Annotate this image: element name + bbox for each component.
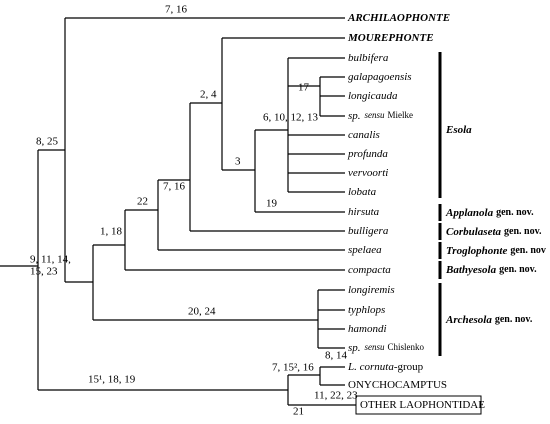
leaf-label: compacta	[348, 264, 391, 276]
author: Chislenko	[388, 342, 425, 352]
genus-name: Corbulaseta	[446, 226, 502, 238]
taxon-name: MOUREPHONTE	[347, 32, 434, 44]
leaf-label: canalis	[348, 129, 380, 141]
node-label: 21	[293, 406, 304, 418]
node-label: 7, 16	[165, 4, 188, 16]
node-label: 6, 10, 12, 13	[263, 112, 319, 124]
leaf-label: MOUREPHONTE	[347, 32, 434, 44]
gen-nov: gen. nov	[510, 245, 546, 256]
taxon-name: ARCHILAOPHONTE	[347, 12, 450, 24]
outgroup-box	[355, 395, 482, 415]
node-label: 15¹, 18, 19	[88, 374, 136, 386]
node-label: 8, 25	[36, 136, 59, 148]
taxon-name: hirsuta	[348, 206, 380, 218]
leaf-label: longiremis	[348, 284, 395, 296]
taxon-name: lobata	[348, 186, 377, 198]
gen-nov: gen. nov.	[499, 264, 537, 275]
node-label: 8, 14	[325, 350, 348, 362]
leaf-label: vervoorti	[348, 167, 388, 179]
sensu: sensu	[365, 110, 385, 120]
gen-nov: gen. nov.	[495, 314, 533, 325]
taxon-name: compacta	[348, 264, 391, 276]
taxon-name: canalis	[348, 129, 380, 141]
leaf-label: hamondi	[348, 323, 387, 335]
clade-label: Archesola gen. nov.	[445, 314, 533, 326]
leaf-label: bulligera	[348, 225, 389, 237]
leaf-label: L. cornuta-group	[347, 361, 424, 373]
taxon-name: longiremis	[348, 284, 395, 296]
node-label: 7, 16	[163, 181, 186, 193]
taxon-name: vervoorti	[348, 167, 388, 179]
genus-name: Troglophonte	[446, 245, 507, 257]
leaf-label: galapagoensis	[348, 71, 412, 83]
node-label: 19	[266, 198, 278, 210]
clade-label: Esola	[445, 124, 472, 136]
author: Mielke	[388, 110, 414, 120]
leaf-label: OTHER LAOPHONTIDAE	[360, 399, 485, 411]
leaf-label: sp. sensu Mielke	[348, 110, 413, 122]
taxon-name: galapagoensis	[348, 71, 412, 83]
taxon-name: sp.	[348, 342, 361, 354]
genus-name: Bathyesola	[445, 264, 497, 276]
leaf-label: lobata	[348, 186, 377, 198]
node-label: 15, 23	[30, 266, 58, 278]
taxon-name: L. cornuta	[347, 361, 394, 373]
node-label: 17	[298, 82, 310, 94]
taxon-name: spelaea	[348, 244, 382, 256]
taxon-name: profunda	[347, 148, 388, 160]
leaf-label: hirsuta	[348, 206, 380, 218]
taxon-name: longicauda	[348, 90, 398, 102]
suffix: -group	[394, 361, 424, 373]
genus-name: Archesola	[445, 314, 492, 326]
taxon-name: OTHER LAOPHONTIDAE	[360, 399, 485, 411]
node-label: 3	[235, 156, 241, 168]
leaf-label: sp. sensu Chislenko	[348, 342, 425, 354]
gen-nov: gen. nov.	[504, 226, 542, 237]
branches	[0, 17, 356, 406]
leaf-label: bulbifera	[348, 52, 389, 64]
taxon-name: ONYCHOCAMPTUS	[348, 379, 447, 391]
taxon-name: bulligera	[348, 225, 389, 237]
leaf-label: ONYCHOCAMPTUS	[348, 379, 447, 391]
node-label: 9, 11, 14,	[30, 254, 71, 266]
clade-label: Bathyesola gen. nov.	[445, 264, 537, 276]
leaf-label: spelaea	[348, 244, 382, 256]
clade-label: Corbulaseta gen. nov.	[446, 226, 542, 238]
taxon-name: sp.	[348, 110, 361, 122]
taxon-name: typhlops	[348, 304, 385, 316]
genus-name: Applanola	[445, 207, 494, 219]
node-label: 2, 4	[200, 89, 217, 101]
clade-label: Troglophonte gen. nov	[446, 245, 546, 257]
gen-nov: gen. nov.	[496, 207, 534, 218]
node-label: 22	[137, 196, 148, 208]
genus-name: Esola	[445, 124, 472, 136]
clade-label: Applanola gen. nov.	[445, 207, 534, 219]
leaf-label: profunda	[347, 148, 388, 160]
taxon-name: hamondi	[348, 323, 387, 335]
leaf-label: typhlops	[348, 304, 385, 316]
node-label: 11, 22, 23	[314, 390, 358, 402]
leaf-label: longicauda	[348, 90, 398, 102]
taxon-name: bulbifera	[348, 52, 389, 64]
node-label: 20, 24	[188, 306, 216, 318]
leaf-label: ARCHILAOPHONTE	[347, 12, 450, 24]
sensu: sensu	[365, 342, 385, 352]
node-label: 7, 15², 16	[272, 362, 314, 374]
node-label: 1, 18	[100, 226, 123, 238]
